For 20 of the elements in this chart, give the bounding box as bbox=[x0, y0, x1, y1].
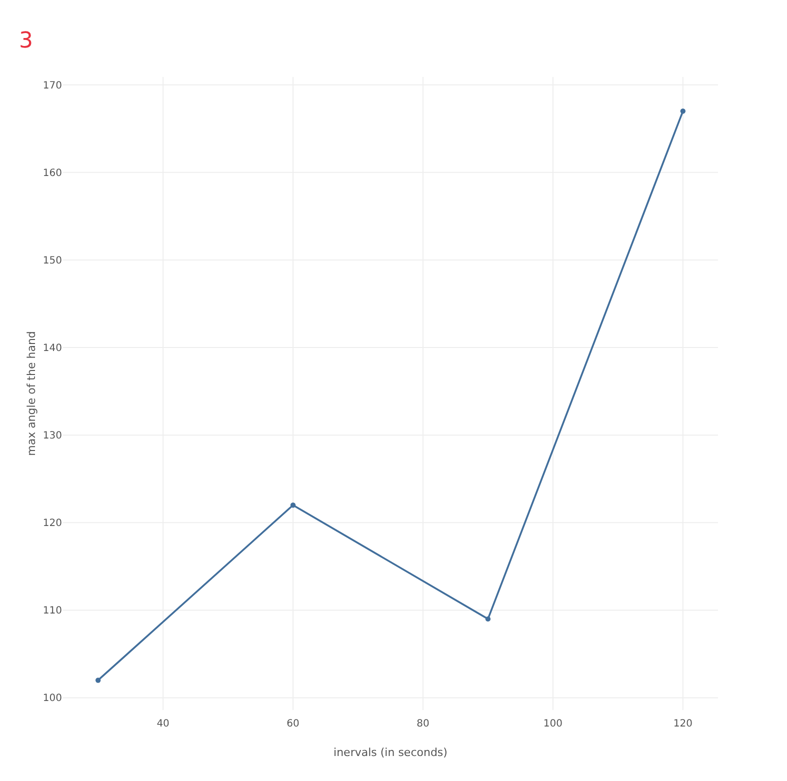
y-tick-label: 120 bbox=[42, 518, 62, 530]
y-tick-label: 110 bbox=[42, 606, 62, 617]
y-tick-label: 140 bbox=[42, 343, 62, 354]
point bbox=[290, 502, 296, 508]
x-tick-label: 40 bbox=[156, 718, 170, 730]
y-tick-label: 100 bbox=[42, 693, 62, 704]
point bbox=[95, 678, 101, 683]
x-tick-label: 60 bbox=[286, 718, 300, 730]
x-tick-label: 120 bbox=[673, 718, 692, 730]
x-axis-title: inervals (in seconds) bbox=[334, 746, 448, 759]
point bbox=[485, 616, 491, 622]
x-tick-label: 80 bbox=[416, 718, 430, 730]
text: 3 bbox=[19, 28, 33, 54]
x-tick-label: 100 bbox=[543, 718, 562, 730]
y-axis-title: max angle of the hand bbox=[24, 331, 38, 456]
y-tick-label: 160 bbox=[42, 168, 62, 179]
y-tick-label: 130 bbox=[42, 430, 62, 442]
y-tick-label: 170 bbox=[42, 80, 62, 92]
y-tick-label: 150 bbox=[42, 255, 62, 266]
point bbox=[680, 108, 686, 114]
